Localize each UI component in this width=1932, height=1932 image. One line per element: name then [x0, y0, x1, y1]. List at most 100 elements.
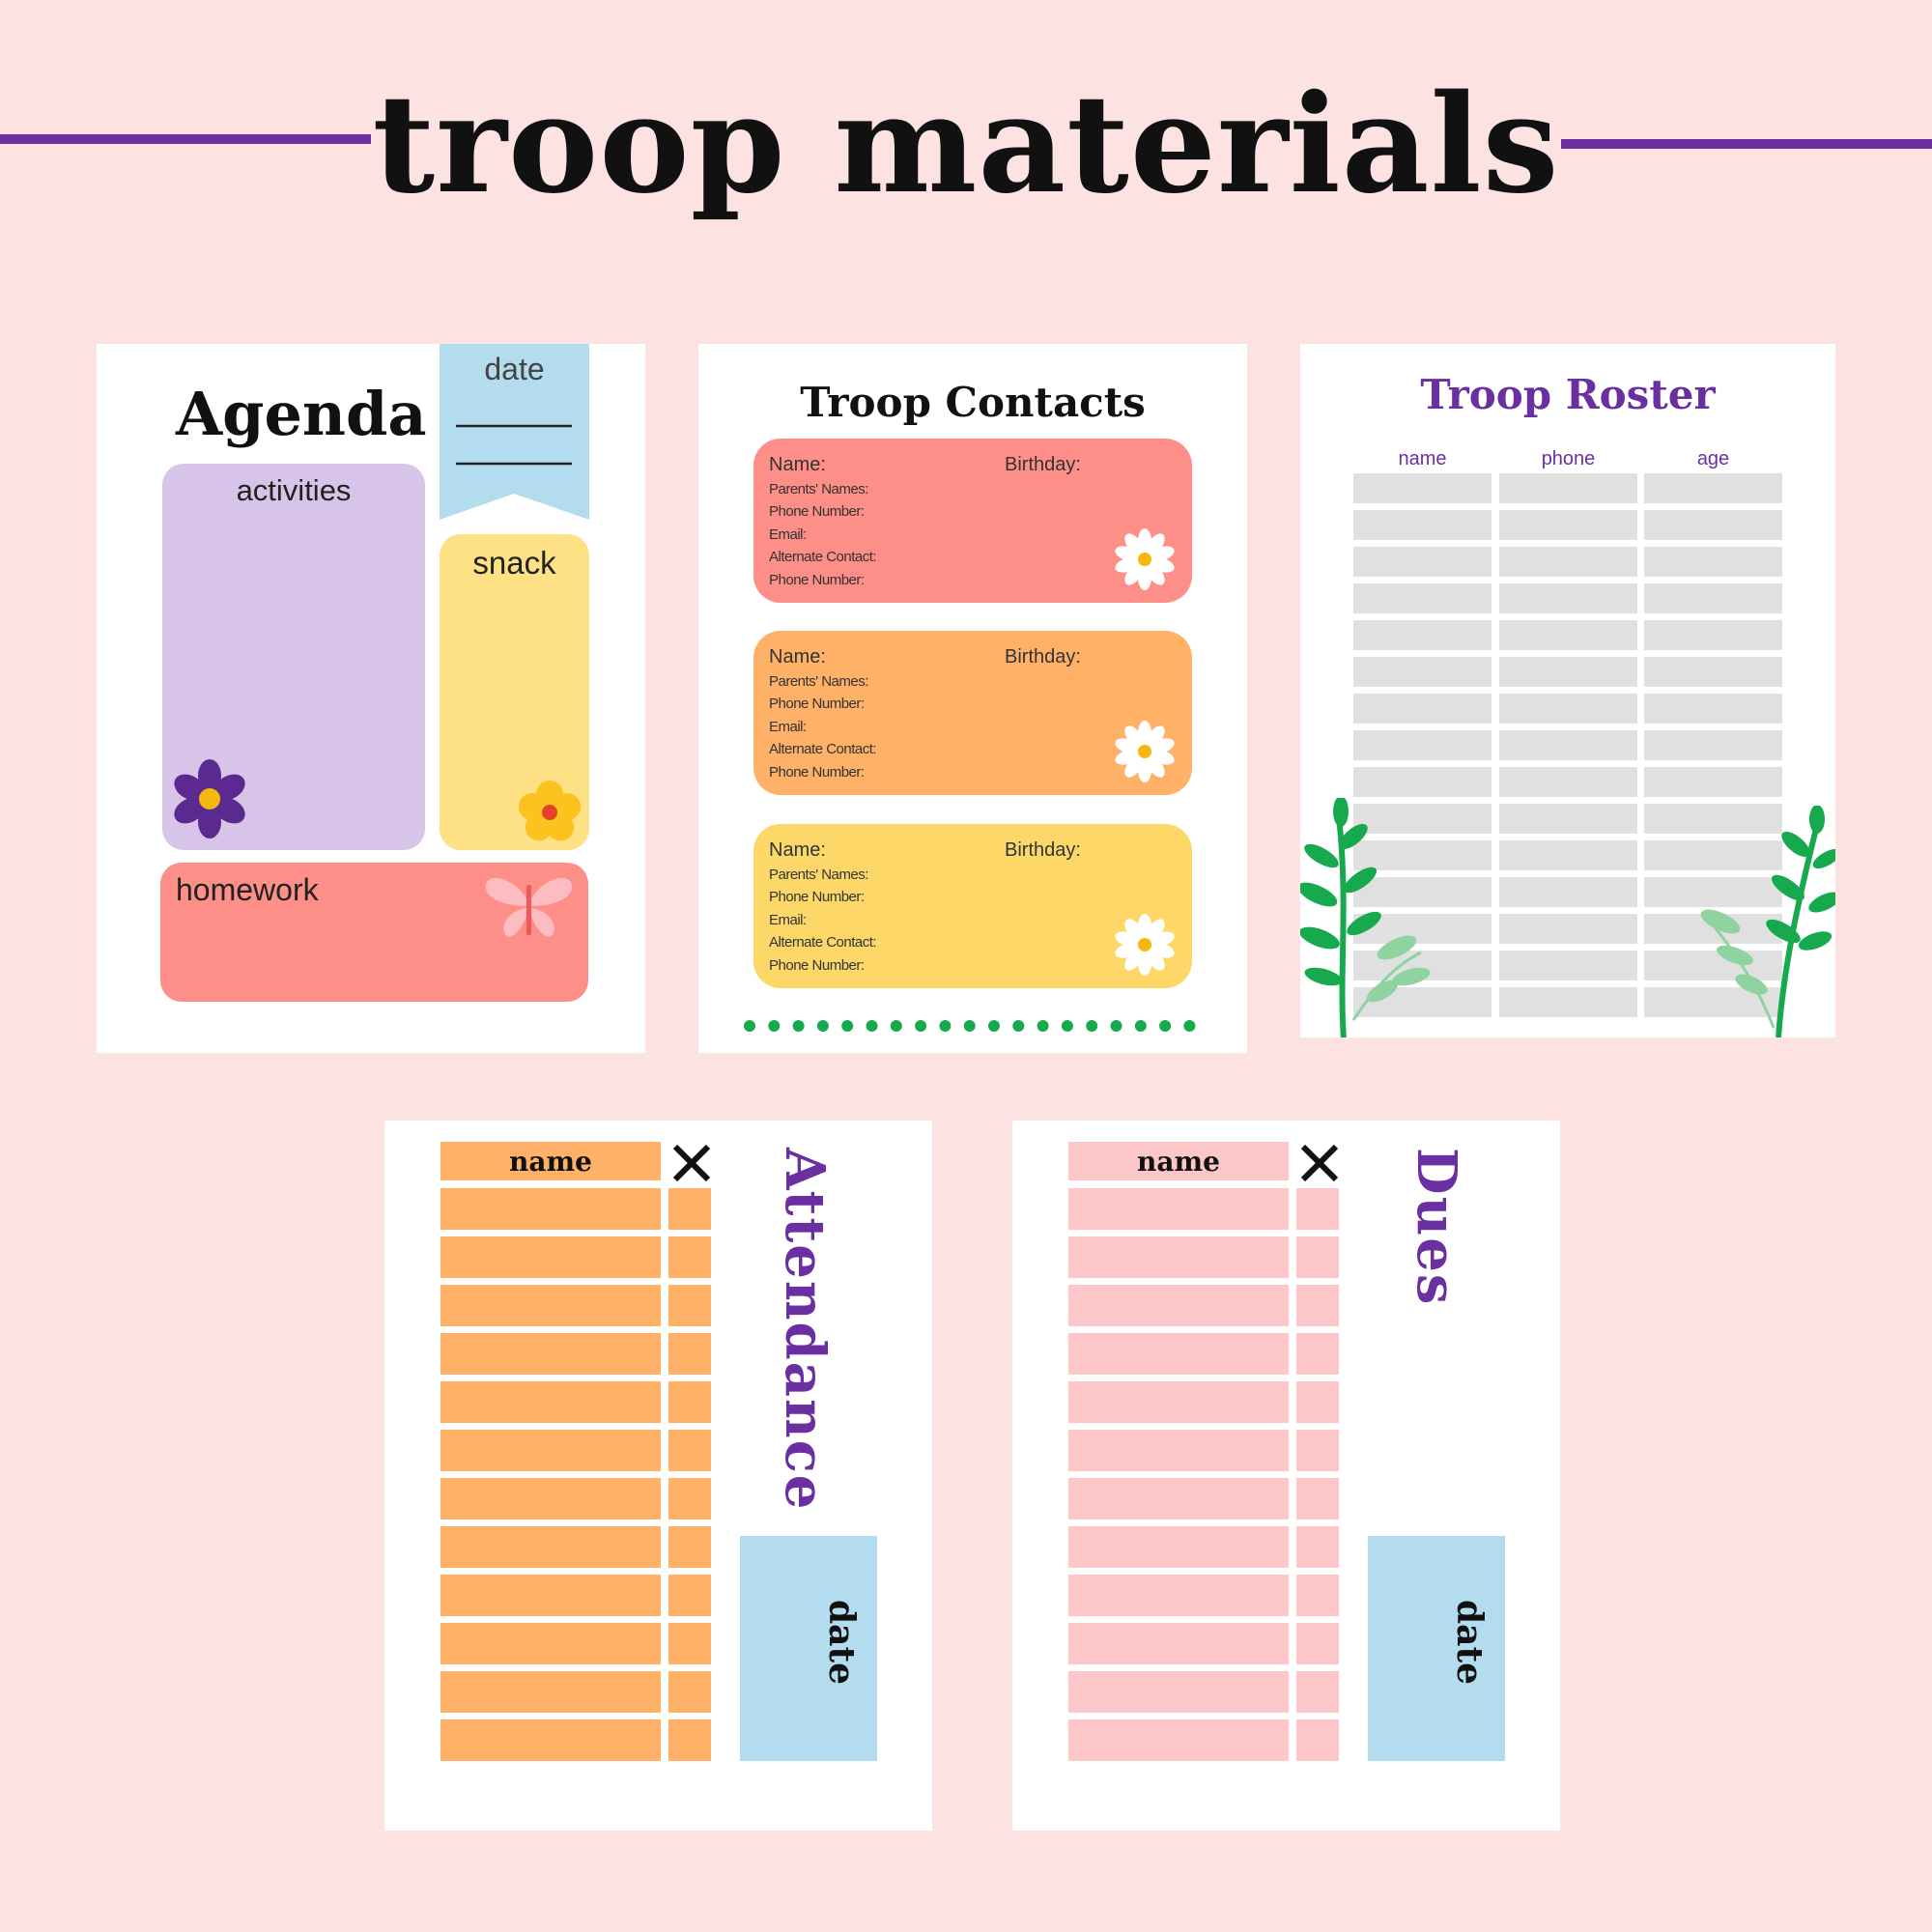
contact-phone-label: Phone Number: — [769, 503, 865, 520]
attendance-name-cell[interactable] — [440, 1236, 661, 1278]
roster-cell[interactable] — [1644, 473, 1782, 503]
dues-name-cell[interactable] — [1068, 1623, 1289, 1664]
attendance-name-cell[interactable] — [440, 1526, 661, 1568]
dues-name-cell[interactable] — [1068, 1575, 1289, 1616]
dues-name-cell[interactable] — [1068, 1285, 1289, 1326]
attendance-mark-cell[interactable] — [668, 1478, 711, 1520]
roster-cell[interactable] — [1499, 840, 1637, 870]
attendance-mark-cell[interactable] — [668, 1430, 711, 1471]
roster-cell[interactable] — [1353, 510, 1492, 540]
attendance-mark-cell[interactable] — [668, 1333, 711, 1375]
dues-mark-cell[interactable] — [1296, 1623, 1339, 1664]
roster-cell[interactable] — [1353, 804, 1492, 834]
attendance-name-cell[interactable] — [440, 1478, 661, 1520]
roster-cell[interactable] — [1644, 547, 1782, 577]
roster-cell[interactable] — [1353, 694, 1492, 724]
snack-label: snack — [472, 545, 556, 581]
roster-cell[interactable] — [1644, 877, 1782, 907]
title-line-right — [1561, 139, 1932, 149]
roster-cell[interactable] — [1499, 987, 1637, 1017]
attendance-mark-cell[interactable] — [668, 1671, 711, 1713]
roster-cell[interactable] — [1353, 767, 1492, 797]
attendance-mark-cell[interactable] — [668, 1188, 711, 1230]
roster-title: Troop Roster — [1420, 371, 1716, 418]
attendance-mark-cell[interactable] — [668, 1526, 711, 1568]
dues-name-cell[interactable] — [1068, 1671, 1289, 1713]
roster-cell[interactable] — [1644, 694, 1782, 724]
dues-mark-cell[interactable] — [1296, 1575, 1339, 1616]
roster-cell[interactable] — [1499, 547, 1637, 577]
roster-cell[interactable] — [1353, 840, 1492, 870]
attendance-mark-cell[interactable] — [668, 1575, 711, 1616]
roster-cell[interactable] — [1499, 657, 1637, 687]
roster-cell[interactable] — [1499, 877, 1637, 907]
dues-sheet: name Dues date — [1012, 1121, 1560, 1831]
contact-alternate-label: Alternate Contact: — [769, 934, 877, 951]
roster-cell[interactable] — [1499, 694, 1637, 724]
attendance-name-cell[interactable] — [440, 1719, 661, 1761]
roster-cell[interactable] — [1353, 547, 1492, 577]
dues-name-cell[interactable] — [1068, 1188, 1289, 1230]
dues-name-cell[interactable] — [1068, 1381, 1289, 1423]
roster-cell[interactable] — [1644, 620, 1782, 650]
daisy-icon — [1115, 528, 1175, 590]
attendance-mark-cell[interactable] — [668, 1381, 711, 1423]
roster-cell[interactable] — [1353, 877, 1492, 907]
yellow-flower-icon — [518, 781, 582, 841]
contact-parents-label: Parents' Names: — [769, 867, 868, 883]
dues-mark-cell[interactable] — [1296, 1430, 1339, 1471]
roster-cell[interactable] — [1644, 730, 1782, 760]
dues-mark-cell[interactable] — [1296, 1333, 1339, 1375]
attendance-name-cell[interactable] — [440, 1671, 661, 1713]
roster-cell[interactable] — [1499, 951, 1637, 980]
roster-cell[interactable] — [1644, 657, 1782, 687]
contacts-title: Troop Contacts — [800, 379, 1146, 426]
roster-cell[interactable] — [1499, 914, 1637, 944]
roster-cell[interactable] — [1353, 583, 1492, 613]
attendance-name-cell[interactable] — [440, 1188, 661, 1230]
attendance-name-cell[interactable] — [440, 1623, 661, 1664]
roster-cell[interactable] — [1644, 804, 1782, 834]
roster-cell[interactable] — [1644, 951, 1782, 980]
dues-name-cell[interactable] — [1068, 1478, 1289, 1520]
dues-name-cell[interactable] — [1068, 1236, 1289, 1278]
roster-cell[interactable] — [1644, 840, 1782, 870]
attendance-mark-cell[interactable] — [668, 1285, 711, 1326]
roster-cell[interactable] — [1499, 767, 1637, 797]
roster-cell[interactable] — [1499, 620, 1637, 650]
roster-cell[interactable] — [1644, 510, 1782, 540]
attendance-name-cell[interactable] — [440, 1430, 661, 1471]
attendance-mark-cell[interactable] — [668, 1623, 711, 1664]
dues-name-cell[interactable] — [1068, 1719, 1289, 1761]
dues-name-cell[interactable] — [1068, 1333, 1289, 1375]
dues-mark-cell[interactable] — [1296, 1236, 1339, 1278]
roster-cell[interactable] — [1353, 473, 1492, 503]
dues-name-cell[interactable] — [1068, 1526, 1289, 1568]
title-line-left — [0, 134, 371, 144]
roster-cell[interactable] — [1644, 583, 1782, 613]
dues-mark-cell[interactable] — [1296, 1381, 1339, 1423]
roster-cell[interactable] — [1353, 730, 1492, 760]
roster-cell[interactable] — [1499, 804, 1637, 834]
dues-mark-cell[interactable] — [1296, 1719, 1339, 1761]
attendance-name-cell[interactable] — [440, 1285, 661, 1326]
dues-mark-cell[interactable] — [1296, 1188, 1339, 1230]
attendance-name-cell[interactable] — [440, 1333, 661, 1375]
roster-cell[interactable] — [1499, 510, 1637, 540]
attendance-mark-cell[interactable] — [668, 1236, 711, 1278]
roster-cell[interactable] — [1499, 583, 1637, 613]
attendance-name-cell[interactable] — [440, 1381, 661, 1423]
dues-mark-cell[interactable] — [1296, 1671, 1339, 1713]
attendance-check-x-icon — [672, 1144, 711, 1182]
roster-cell[interactable] — [1499, 473, 1637, 503]
roster-cell[interactable] — [1499, 730, 1637, 760]
dues-mark-cell[interactable] — [1296, 1285, 1339, 1326]
dues-mark-cell[interactable] — [1296, 1478, 1339, 1520]
dues-mark-cell[interactable] — [1296, 1526, 1339, 1568]
attendance-mark-cell[interactable] — [668, 1719, 711, 1761]
roster-cell[interactable] — [1353, 620, 1492, 650]
roster-cell[interactable] — [1644, 767, 1782, 797]
dues-name-cell[interactable] — [1068, 1430, 1289, 1471]
roster-cell[interactable] — [1353, 657, 1492, 687]
attendance-name-cell[interactable] — [440, 1575, 661, 1616]
